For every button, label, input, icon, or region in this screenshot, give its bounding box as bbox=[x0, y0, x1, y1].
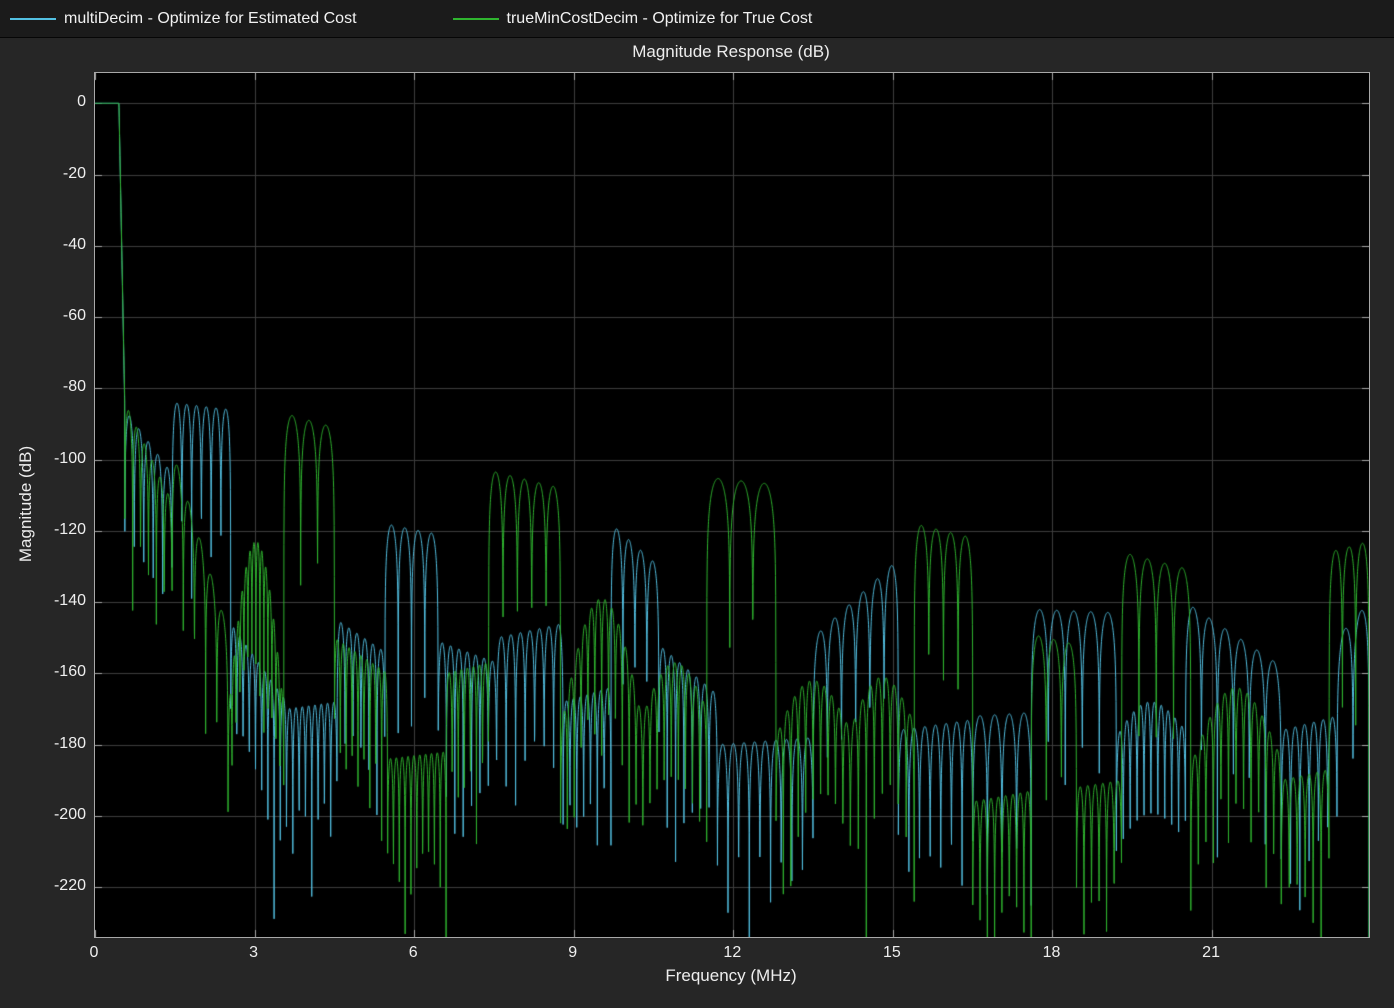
x-tick-label: 0 bbox=[89, 944, 99, 961]
x-tick-label: 6 bbox=[408, 944, 418, 961]
x-tick-label: 9 bbox=[568, 944, 578, 961]
x-tick-label: 15 bbox=[883, 944, 901, 961]
legend-line-swatch bbox=[452, 17, 499, 20]
legend-entry[interactable]: multiDecim - Optimize for Estimated Cost bbox=[10, 10, 357, 28]
magnitude-response-plot[interactable] bbox=[95, 73, 1369, 937]
y-tick-label: -20 bbox=[62, 164, 86, 182]
legend-label: multiDecim - Optimize for Estimated Cost bbox=[64, 9, 357, 27]
plot-area[interactable] bbox=[94, 72, 1370, 938]
y-tick-label: -140 bbox=[53, 592, 86, 610]
y-tick-label: -60 bbox=[62, 307, 86, 325]
y-tick-label: -200 bbox=[53, 805, 86, 823]
legend: multiDecim - Optimize for Estimated Cost… bbox=[0, 0, 1394, 38]
y-tick-label: 0 bbox=[77, 93, 86, 111]
y-tick-label: -80 bbox=[62, 378, 86, 396]
x-tick-label: 12 bbox=[723, 944, 742, 961]
y-tick-label: -40 bbox=[62, 235, 86, 253]
legend-entry[interactable]: trueMinCostDecim - Optimize for True Cos… bbox=[452, 9, 813, 28]
x-tick-label: 3 bbox=[249, 944, 259, 961]
y-tick-label: -120 bbox=[53, 520, 86, 538]
y-tick-label: -180 bbox=[53, 734, 86, 752]
legend-label: trueMinCostDecim - Optimize for True Cos… bbox=[506, 9, 813, 27]
x-tick-label: 21 bbox=[1202, 944, 1220, 961]
x-tick-label: 18 bbox=[1042, 944, 1061, 961]
chart-title: Magnitude Response (dB) bbox=[632, 42, 830, 61]
y-tick-label: -100 bbox=[53, 449, 86, 467]
x-axis-label: Frequency (MHz) bbox=[665, 966, 797, 985]
legend-line-swatch bbox=[10, 17, 56, 20]
y-tick-label: -220 bbox=[53, 877, 86, 895]
y-tick-label: -160 bbox=[53, 663, 86, 681]
